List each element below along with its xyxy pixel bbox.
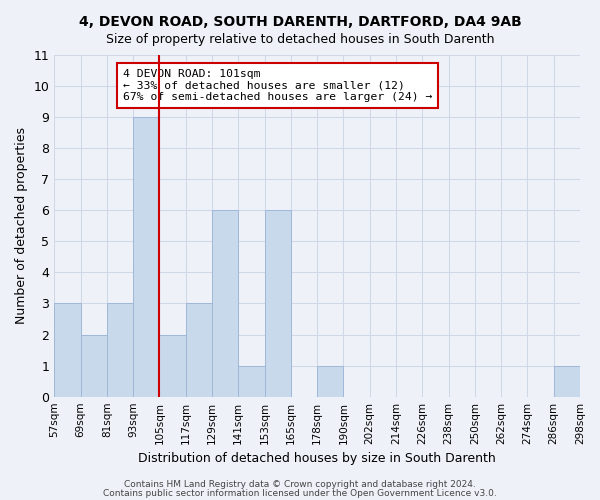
Bar bbox=[238, 366, 265, 396]
Bar bbox=[186, 304, 212, 396]
Bar bbox=[54, 304, 80, 396]
Text: 4 DEVON ROAD: 101sqm
← 33% of detached houses are smaller (12)
67% of semi-detac: 4 DEVON ROAD: 101sqm ← 33% of detached h… bbox=[122, 68, 432, 102]
Y-axis label: Number of detached properties: Number of detached properties bbox=[15, 128, 28, 324]
Bar bbox=[80, 334, 107, 396]
Bar bbox=[265, 210, 291, 396]
Bar bbox=[212, 210, 238, 396]
Bar bbox=[107, 304, 133, 396]
Bar bbox=[133, 117, 160, 396]
Text: 4, DEVON ROAD, SOUTH DARENTH, DARTFORD, DA4 9AB: 4, DEVON ROAD, SOUTH DARENTH, DARTFORD, … bbox=[79, 15, 521, 29]
Text: Size of property relative to detached houses in South Darenth: Size of property relative to detached ho… bbox=[106, 32, 494, 46]
Bar bbox=[317, 366, 343, 396]
Text: Contains HM Land Registry data © Crown copyright and database right 2024.: Contains HM Land Registry data © Crown c… bbox=[124, 480, 476, 489]
Bar bbox=[160, 334, 186, 396]
Text: Contains public sector information licensed under the Open Government Licence v3: Contains public sector information licen… bbox=[103, 488, 497, 498]
X-axis label: Distribution of detached houses by size in South Darenth: Distribution of detached houses by size … bbox=[138, 452, 496, 465]
Bar bbox=[554, 366, 580, 396]
